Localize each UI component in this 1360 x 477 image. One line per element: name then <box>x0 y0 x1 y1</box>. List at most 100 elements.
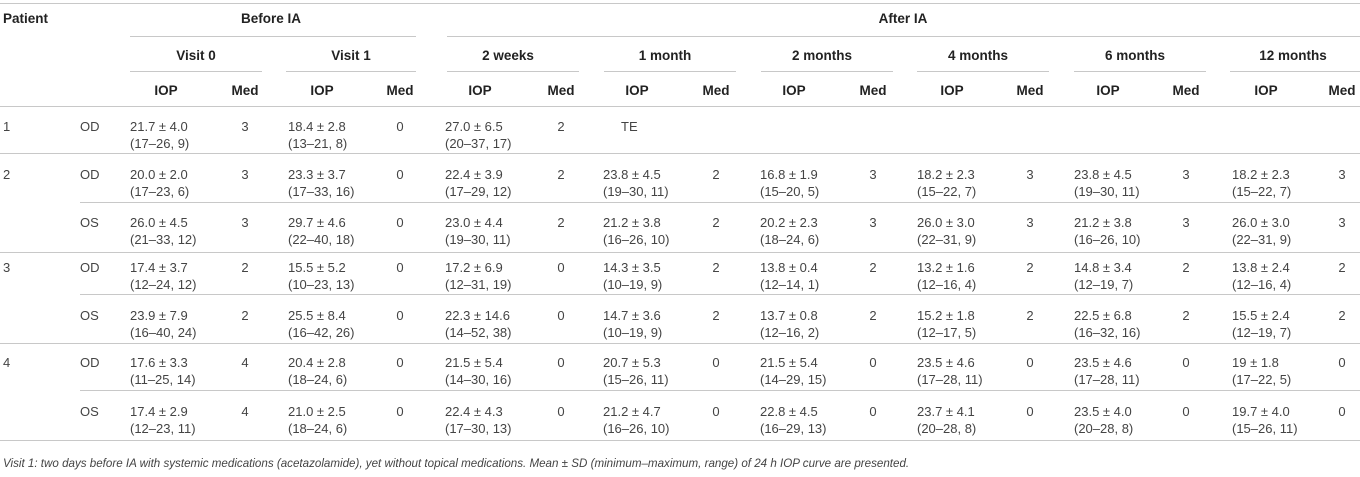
med-cell: 0 <box>396 308 404 323</box>
iop-mean-sd: 23.9 ± 7.9 <box>130 308 188 323</box>
med-cell: 2 <box>557 215 565 230</box>
iop-cell: 14.8 ± 3.4 (12–19, 7) <box>1074 259 1133 293</box>
iop-cell: 13.2 ± 1.6 (12–16, 4) <box>917 259 976 293</box>
med-cell: 3 <box>869 215 877 230</box>
iop-range: (10–19, 9) <box>603 277 663 292</box>
patient-number: 3 <box>3 260 11 275</box>
table-top-rule <box>0 3 1360 4</box>
med-cell: 0 <box>396 260 404 275</box>
iop-mean-sd: 13.8 ± 2.4 <box>1232 260 1290 275</box>
iop-cell: 23.5 ± 4.6 (17–28, 11) <box>1074 354 1140 388</box>
iop-mean-sd: 20.0 ± 2.0 <box>130 167 188 182</box>
iop-cell: 20.2 ± 2.3 (18–24, 6) <box>760 214 819 248</box>
iop-range: (12–16, 2) <box>760 325 820 340</box>
iop-table: Patient Before IA After IA Visit 0 IOP Med… <box>0 3 1360 441</box>
iop-cell: 26.0 ± 3.0 (22–31, 9) <box>917 214 976 248</box>
iop-mean-sd: 21.2 ± 3.8 <box>603 215 661 230</box>
visit-underline <box>1230 71 1360 72</box>
eye-label: OS <box>80 215 99 230</box>
med-cell: 2 <box>712 167 720 182</box>
med-cell: 2 <box>241 308 249 323</box>
iop-range: (20–37, 17) <box>445 136 512 151</box>
iop-range: (21–33, 12) <box>130 232 197 247</box>
iop-range: (10–19, 9) <box>603 325 663 340</box>
iop-mean-sd: 18.2 ± 2.3 <box>1232 167 1290 182</box>
visit-header: 6 months <box>1104 48 1166 63</box>
med-cell: 0 <box>1026 355 1034 370</box>
med-cell: 3 <box>241 215 249 230</box>
iop-cell: 22.4 ± 4.3 (17–30, 13) <box>445 403 512 437</box>
iop-range: (12–24, 12) <box>130 277 197 292</box>
iop-range: (12–19, 7) <box>1232 325 1292 340</box>
eye-label: OD <box>80 260 100 275</box>
med-cell: 2 <box>869 308 877 323</box>
iop-mean-sd: 17.4 ± 3.7 <box>130 260 188 275</box>
iop-range: (17–28, 11) <box>917 372 983 387</box>
eye-label: OS <box>80 308 99 323</box>
iop-range: (13–21, 8) <box>288 136 348 151</box>
iop-mean-sd: 17.2 ± 6.9 <box>445 260 503 275</box>
iop-range: (17–29, 12) <box>445 184 512 199</box>
med-col-header: Med <box>1328 83 1356 98</box>
iop-range: (16–26, 10) <box>603 421 670 436</box>
iop-cell: 23.5 ± 4.6 (17–28, 11) <box>917 354 983 388</box>
med-cell: 0 <box>1338 355 1346 370</box>
table-bottom-rule <box>0 440 1360 441</box>
iop-cell: 16.8 ± 1.9 (15–20, 5) <box>760 166 819 200</box>
iop-cell: 21.5 ± 5.4 (14–30, 16) <box>445 354 512 388</box>
iop-range: (15–22, 7) <box>917 184 977 199</box>
iop-mean-sd: 18.2 ± 2.3 <box>917 167 975 182</box>
iop-col-header: IOP <box>1254 83 1278 98</box>
iop-mean-sd: 21.7 ± 4.0 <box>130 119 188 134</box>
med-cell: 3 <box>241 167 249 182</box>
iop-mean-sd: TE <box>621 119 638 134</box>
iop-mean-sd: 14.8 ± 3.4 <box>1074 260 1132 275</box>
iop-range: (20–28, 8) <box>1074 421 1134 436</box>
visit-underline <box>917 71 1049 72</box>
iop-range: (12–14, 1) <box>760 277 820 292</box>
iop-mean-sd: 22.8 ± 4.5 <box>760 404 818 419</box>
iop-cell: 14.7 ± 3.6 (10–19, 9) <box>603 307 662 341</box>
med-cell: 2 <box>557 167 565 182</box>
iop-col-header: IOP <box>310 83 334 98</box>
iop-cell: 17.2 ± 6.9 (12–31, 19) <box>445 259 512 293</box>
iop-mean-sd: 19 ± 1.8 <box>1232 355 1279 370</box>
med-col-header: Med <box>231 83 259 98</box>
iop-range: (17–23, 6) <box>130 184 190 199</box>
med-cell: 2 <box>712 260 720 275</box>
med-cell: 3 <box>869 167 877 182</box>
iop-range: (18–24, 6) <box>760 232 820 247</box>
iop-range: (12–23, 11) <box>130 421 196 436</box>
patient-number: 1 <box>3 119 11 134</box>
med-cell: 3 <box>1026 215 1034 230</box>
visit-underline <box>1074 71 1206 72</box>
iop-cell: 15.5 ± 2.4 (12–19, 7) <box>1232 307 1291 341</box>
med-cell: 3 <box>1026 167 1034 182</box>
iop-mean-sd: 23.5 ± 4.6 <box>917 355 975 370</box>
iop-range: (16–40, 24) <box>130 325 197 340</box>
iop-range: (12–19, 7) <box>1074 277 1134 292</box>
iop-cell: 23.5 ± 4.0 (20–28, 8) <box>1074 403 1133 437</box>
visit-header: 2 months <box>791 48 853 63</box>
iop-cell: 22.3 ± 14.6 (14–52, 38) <box>445 307 512 341</box>
iop-col-header: IOP <box>625 83 649 98</box>
iop-cell: TE <box>621 118 638 135</box>
iop-mean-sd: 23.0 ± 4.4 <box>445 215 503 230</box>
iop-cell: 15.2 ± 1.8 (12–17, 5) <box>917 307 976 341</box>
med-cell: 0 <box>396 167 404 182</box>
iop-mean-sd: 22.4 ± 3.9 <box>445 167 503 182</box>
iop-range: (12–16, 4) <box>917 277 977 292</box>
iop-mean-sd: 23.3 ± 3.7 <box>288 167 346 182</box>
visit-header: 2 weeks <box>482 48 534 63</box>
iop-mean-sd: 22.4 ± 4.3 <box>445 404 503 419</box>
med-cell: 2 <box>1026 308 1034 323</box>
iop-cell: 20.0 ± 2.0 (17–23, 6) <box>130 166 189 200</box>
iop-range: (20–28, 8) <box>917 421 977 436</box>
iop-range: (22–31, 9) <box>917 232 977 247</box>
med-cell: 3 <box>1182 167 1190 182</box>
iop-cell: 21.2 ± 4.7 (16–26, 10) <box>603 403 670 437</box>
iop-cell: 21.2 ± 3.8 (16–26, 10) <box>603 214 670 248</box>
iop-range: (15–22, 7) <box>1232 184 1292 199</box>
med-cell: 2 <box>1182 260 1190 275</box>
iop-cell: 29.7 ± 4.6 (22–40, 18) <box>288 214 355 248</box>
